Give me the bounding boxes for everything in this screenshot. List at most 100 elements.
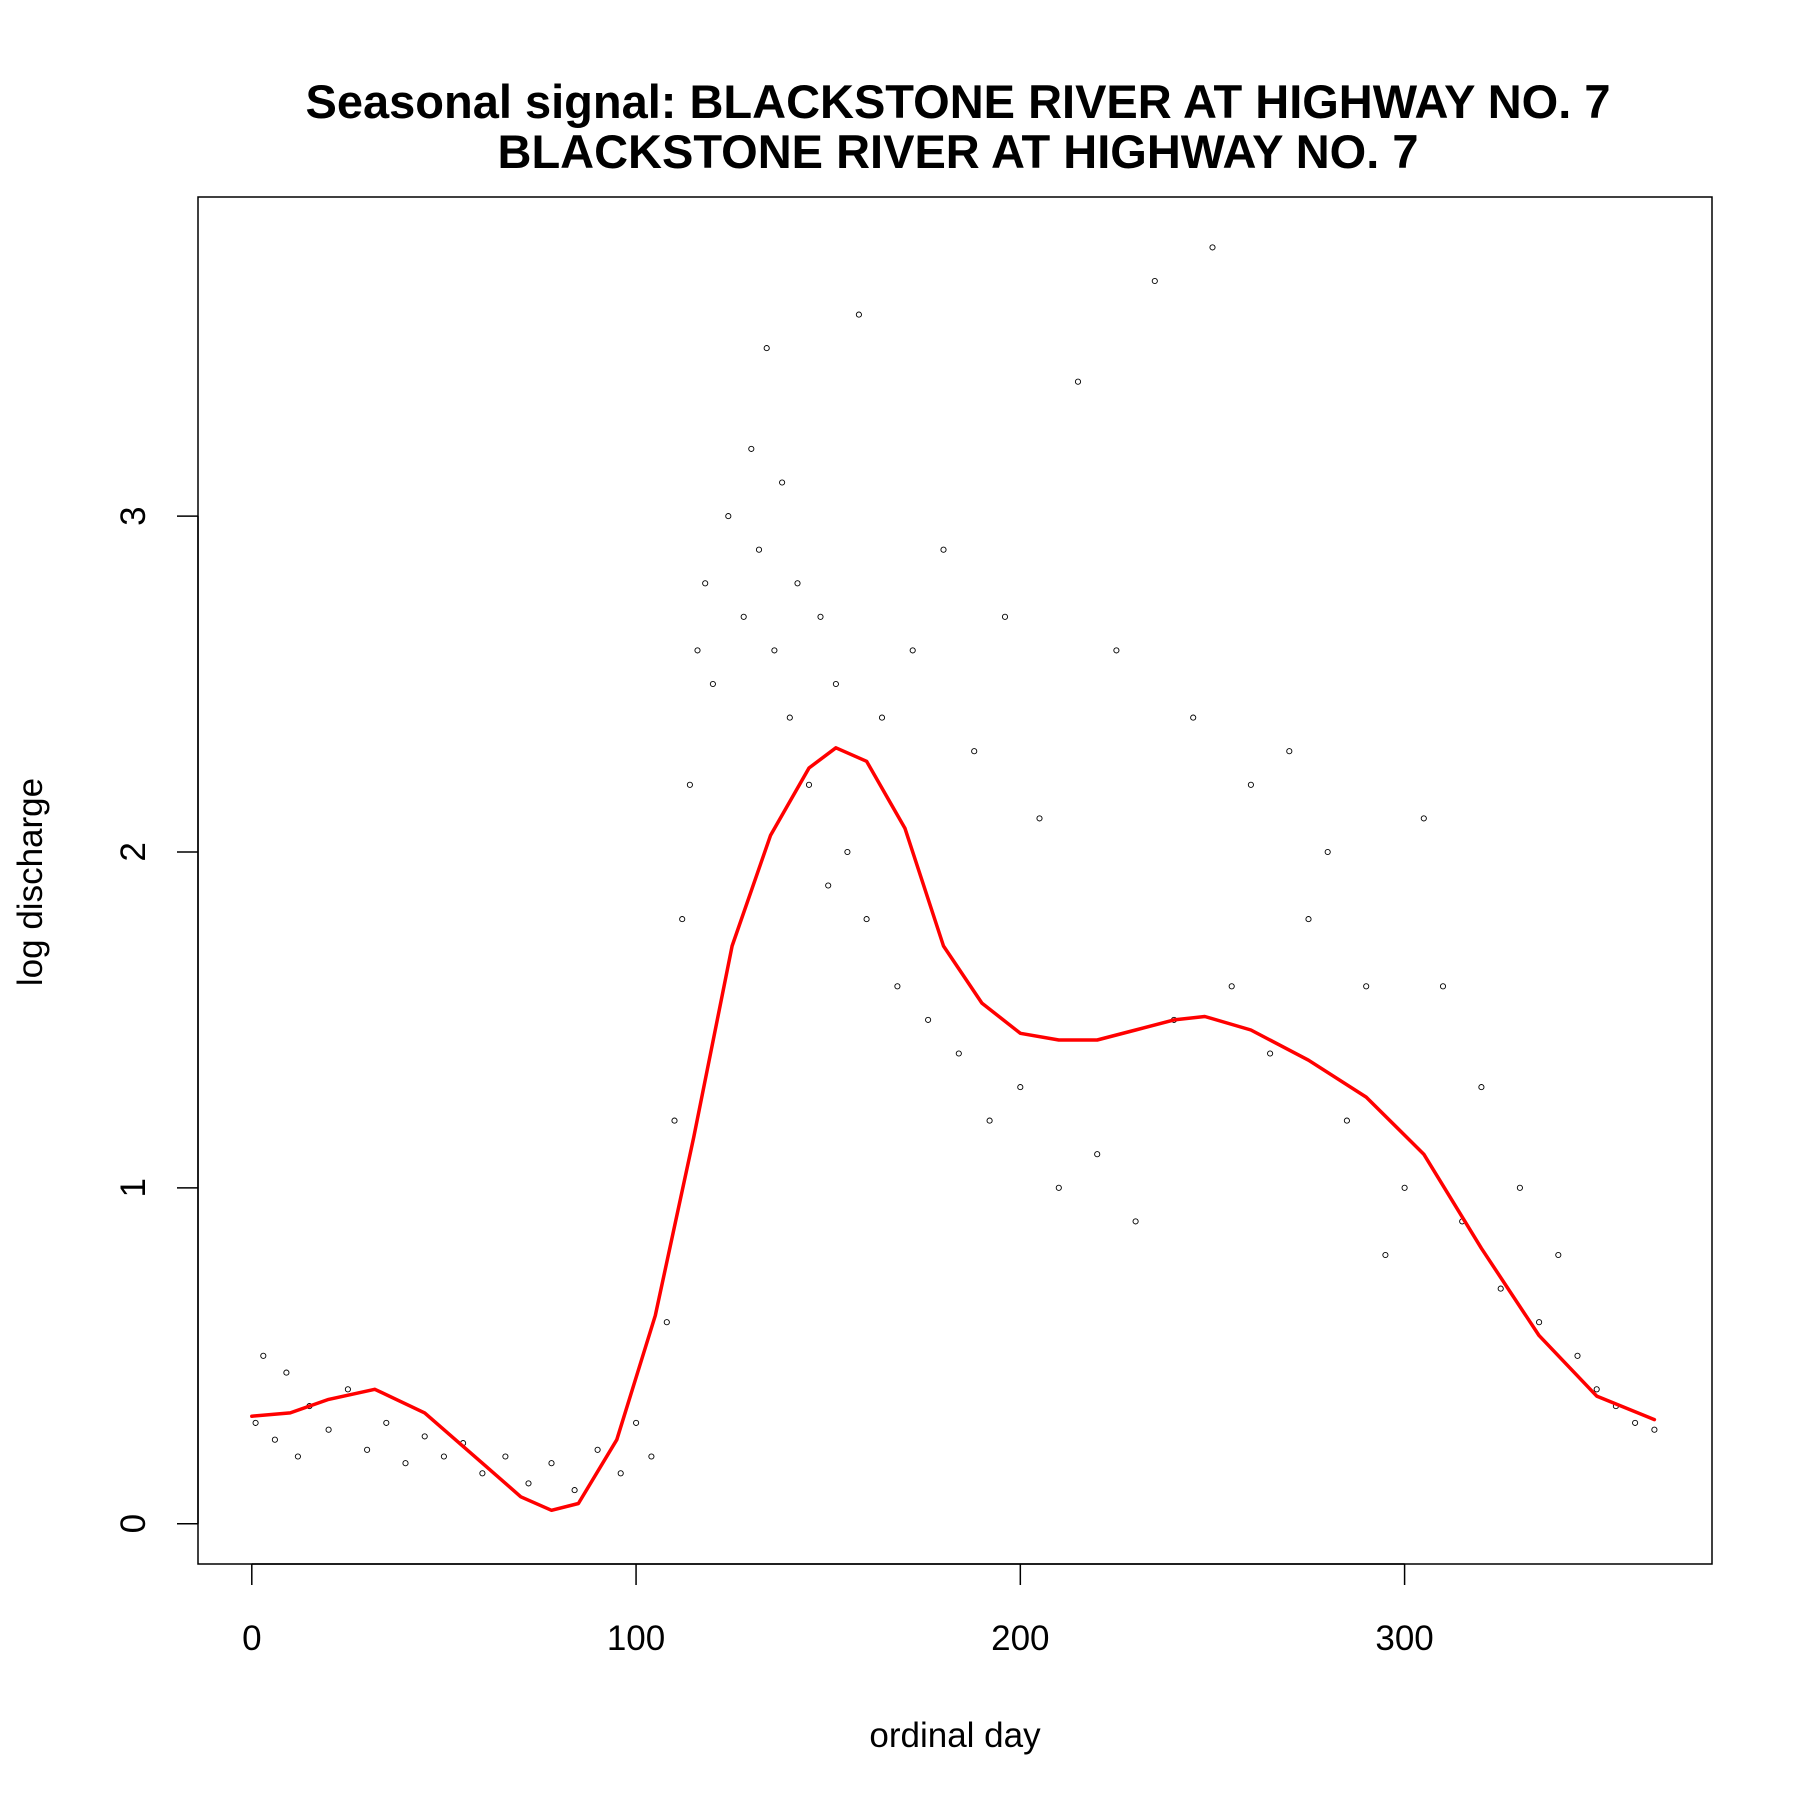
data-point — [271, 1436, 278, 1443]
x-axis: 0 100 200 300 — [242, 1563, 1434, 1658]
data-point — [1555, 1251, 1562, 1259]
data-point — [878, 714, 886, 721]
data-point — [1247, 781, 1254, 788]
data-point — [755, 546, 763, 553]
data-point — [817, 613, 824, 620]
data-point — [1478, 1084, 1485, 1091]
data-point — [1267, 1050, 1274, 1057]
data-point — [383, 1419, 390, 1426]
data-point — [1036, 815, 1043, 822]
data-point — [925, 1016, 932, 1023]
data-point — [1190, 714, 1197, 721]
data-point — [709, 680, 716, 688]
data-point — [1324, 848, 1331, 856]
data-point — [909, 647, 916, 654]
data-point — [794, 580, 801, 587]
data-point — [648, 1453, 655, 1460]
data-point — [832, 680, 839, 688]
data-point — [1094, 1151, 1101, 1158]
data-point — [633, 1419, 640, 1426]
data-point — [725, 513, 732, 520]
data-point — [1439, 983, 1447, 990]
x-tick-label: 300 — [1375, 1619, 1433, 1658]
data-point — [779, 479, 786, 486]
data-point — [694, 647, 701, 654]
data-point — [1593, 1386, 1600, 1393]
data-point — [571, 1487, 578, 1494]
data-point — [679, 916, 686, 923]
data-point — [1632, 1419, 1639, 1426]
chart-title: Seasonal signal: BLACKSTONE RIVER AT HIG… — [306, 75, 1611, 128]
y-axis: 0 1 2 3 — [114, 506, 199, 1533]
data-point — [502, 1453, 509, 1460]
data-point — [260, 1352, 267, 1359]
data-point — [1151, 277, 1158, 285]
data-point — [1536, 1319, 1543, 1326]
data-point — [1497, 1285, 1504, 1292]
data-point — [1401, 1184, 1408, 1191]
data-point — [786, 714, 793, 721]
data-point — [1017, 1084, 1024, 1091]
data-point — [1209, 244, 1216, 251]
data-point — [663, 1319, 670, 1326]
data-point — [863, 916, 870, 923]
data-point — [1305, 916, 1312, 923]
x-tick-label: 200 — [991, 1619, 1049, 1658]
data-point — [402, 1460, 409, 1467]
data-point — [894, 983, 901, 990]
data-point — [748, 445, 755, 452]
data-point — [740, 613, 747, 620]
data-point — [971, 748, 978, 755]
data-point — [825, 882, 832, 889]
y-tick-label: 3 — [114, 506, 153, 525]
data-point — [1132, 1218, 1139, 1225]
data-point — [1382, 1251, 1389, 1259]
x-axis-label: ordinal day — [869, 1716, 1041, 1755]
smooth-line — [250, 746, 1657, 1513]
data-point — [686, 781, 693, 788]
data-point — [1363, 983, 1370, 990]
data-point — [364, 1446, 371, 1453]
data-point — [763, 345, 770, 352]
data-point — [548, 1460, 555, 1467]
data-point — [421, 1433, 428, 1440]
data-point — [479, 1470, 486, 1477]
plot-frame — [197, 196, 1713, 1565]
data-point — [325, 1426, 332, 1433]
data-point — [440, 1453, 447, 1460]
x-tick-label: 0 — [242, 1619, 261, 1658]
data-point — [252, 1419, 259, 1426]
data-point — [617, 1470, 624, 1477]
data-point — [1574, 1352, 1581, 1359]
data-point — [702, 580, 709, 587]
data-point — [1055, 1184, 1062, 1191]
x-tick-label: 100 — [607, 1619, 665, 1658]
data-point — [1651, 1426, 1658, 1433]
data-point — [940, 546, 947, 553]
data-point — [294, 1453, 301, 1460]
data-point — [805, 781, 813, 788]
data-point — [1420, 815, 1427, 822]
data-point — [986, 1117, 993, 1124]
data-point — [1113, 647, 1120, 654]
data-point — [671, 1117, 678, 1124]
data-point — [1516, 1184, 1523, 1191]
data-point — [525, 1480, 532, 1487]
data-point — [1228, 983, 1235, 990]
data-point — [955, 1050, 962, 1057]
y-tick-label: 0 — [114, 1514, 153, 1533]
chart-subtitle: BLACKSTONE RIVER AT HIGHWAY NO. 7 — [498, 125, 1419, 178]
data-point — [344, 1386, 351, 1393]
data-point — [855, 311, 862, 318]
y-tick-label: 2 — [114, 842, 153, 861]
data-point — [594, 1446, 601, 1453]
data-point — [771, 647, 778, 654]
data-point — [844, 848, 851, 856]
data-point — [1074, 378, 1082, 385]
data-point — [1343, 1117, 1350, 1124]
data-points — [252, 244, 1658, 1494]
data-point — [1001, 613, 1009, 620]
y-tick-label: 1 — [114, 1178, 153, 1197]
